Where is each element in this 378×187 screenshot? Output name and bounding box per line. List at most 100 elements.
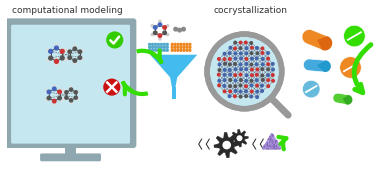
Circle shape	[149, 49, 150, 51]
Circle shape	[269, 142, 270, 143]
Circle shape	[58, 96, 61, 100]
Circle shape	[180, 43, 182, 45]
Circle shape	[270, 146, 271, 148]
Circle shape	[274, 141, 276, 142]
Circle shape	[223, 58, 226, 60]
Circle shape	[269, 144, 270, 145]
Circle shape	[239, 47, 242, 49]
Circle shape	[251, 57, 253, 60]
Circle shape	[270, 144, 271, 145]
Circle shape	[218, 84, 220, 87]
Polygon shape	[252, 139, 257, 149]
Circle shape	[271, 134, 272, 135]
Circle shape	[271, 140, 272, 141]
Circle shape	[64, 98, 65, 100]
Circle shape	[272, 137, 274, 139]
Circle shape	[250, 63, 253, 66]
Circle shape	[263, 148, 264, 149]
Circle shape	[240, 79, 242, 81]
Circle shape	[166, 43, 168, 45]
Circle shape	[273, 146, 275, 148]
Circle shape	[153, 31, 157, 35]
Circle shape	[245, 90, 247, 93]
Circle shape	[234, 52, 237, 55]
Circle shape	[344, 25, 365, 47]
Circle shape	[245, 47, 248, 49]
Circle shape	[163, 46, 165, 48]
Circle shape	[223, 69, 226, 71]
Circle shape	[218, 79, 221, 82]
Circle shape	[239, 84, 242, 87]
Circle shape	[152, 49, 153, 51]
Circle shape	[158, 49, 160, 51]
Circle shape	[265, 145, 266, 147]
Circle shape	[47, 96, 51, 100]
Circle shape	[269, 146, 270, 148]
Circle shape	[78, 50, 82, 53]
Circle shape	[64, 90, 65, 92]
Circle shape	[218, 69, 221, 71]
Circle shape	[276, 148, 277, 149]
Circle shape	[272, 144, 274, 145]
Circle shape	[279, 148, 280, 149]
Circle shape	[158, 23, 162, 27]
Circle shape	[272, 138, 274, 140]
Circle shape	[272, 79, 274, 82]
Circle shape	[222, 141, 231, 149]
FancyBboxPatch shape	[40, 153, 101, 161]
Circle shape	[265, 148, 266, 149]
Circle shape	[234, 90, 237, 92]
Circle shape	[223, 79, 226, 81]
Circle shape	[77, 98, 79, 100]
Circle shape	[237, 135, 242, 141]
Circle shape	[269, 143, 270, 144]
Circle shape	[183, 43, 185, 45]
Circle shape	[272, 140, 274, 141]
Circle shape	[229, 46, 232, 49]
Circle shape	[256, 73, 258, 76]
Circle shape	[273, 138, 275, 140]
Circle shape	[277, 146, 278, 148]
Circle shape	[268, 141, 269, 142]
Circle shape	[53, 85, 56, 87]
Circle shape	[186, 46, 188, 48]
Circle shape	[270, 138, 271, 140]
Circle shape	[270, 145, 271, 147]
Circle shape	[229, 79, 232, 81]
Circle shape	[276, 146, 277, 148]
Circle shape	[267, 57, 270, 60]
Circle shape	[174, 46, 176, 48]
Circle shape	[276, 142, 277, 143]
Circle shape	[270, 137, 271, 139]
Circle shape	[273, 145, 275, 147]
Circle shape	[273, 144, 275, 145]
Circle shape	[270, 140, 271, 141]
Circle shape	[251, 90, 253, 93]
Circle shape	[277, 145, 278, 147]
Circle shape	[74, 45, 76, 47]
Circle shape	[174, 49, 176, 51]
Circle shape	[274, 148, 276, 149]
Circle shape	[274, 140, 276, 141]
Circle shape	[234, 74, 237, 76]
Circle shape	[245, 95, 247, 97]
Circle shape	[183, 49, 185, 51]
Circle shape	[261, 52, 264, 54]
Polygon shape	[231, 129, 248, 147]
Circle shape	[266, 145, 268, 147]
Circle shape	[49, 49, 53, 53]
Circle shape	[271, 148, 272, 149]
Circle shape	[261, 74, 263, 77]
Circle shape	[58, 90, 61, 94]
Circle shape	[251, 74, 253, 76]
Circle shape	[239, 41, 242, 44]
Circle shape	[60, 49, 64, 53]
Circle shape	[47, 49, 50, 51]
Circle shape	[239, 95, 242, 98]
Circle shape	[269, 140, 270, 141]
Circle shape	[340, 57, 361, 78]
Circle shape	[273, 141, 275, 142]
Circle shape	[229, 73, 231, 76]
Circle shape	[45, 89, 48, 92]
Circle shape	[245, 68, 248, 70]
